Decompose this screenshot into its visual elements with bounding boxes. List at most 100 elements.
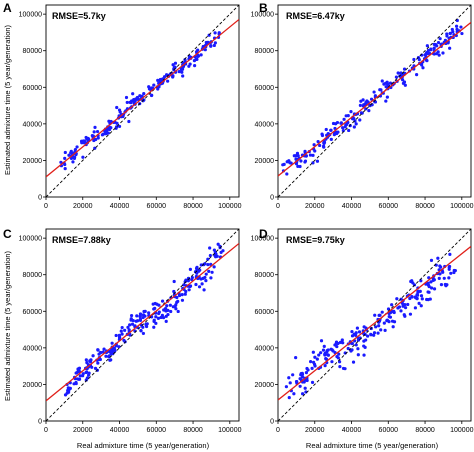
data-point — [204, 279, 208, 283]
data-point — [204, 272, 208, 276]
data-point — [420, 297, 424, 301]
panel-letter: B — [259, 1, 268, 15]
data-point — [85, 376, 89, 380]
x-tick-label: 80000 — [183, 203, 203, 210]
data-point — [452, 268, 456, 273]
data-point — [109, 358, 113, 362]
data-point — [173, 61, 178, 65]
data-point — [209, 44, 213, 48]
data-point — [96, 136, 100, 140]
data-point — [380, 310, 384, 314]
data-point — [157, 303, 161, 307]
data-point — [131, 92, 135, 96]
data-point — [417, 301, 421, 306]
data-point — [281, 163, 285, 167]
data-point — [74, 371, 78, 375]
y-tick-label: 60000 — [23, 309, 43, 316]
data-point — [334, 122, 338, 126]
data-point — [358, 103, 362, 107]
y-tick-label: 0 — [270, 195, 274, 202]
data-point — [206, 40, 210, 44]
data-point — [117, 124, 122, 129]
rmse-annotation: RMSE=6.47ky — [286, 11, 345, 21]
rmse-annotation: RMSE=5.7ky — [52, 11, 106, 21]
x-tick-label: 60000 — [147, 427, 167, 434]
data-point — [291, 373, 295, 377]
data-point — [312, 143, 316, 147]
data-point — [362, 353, 366, 357]
data-point — [383, 328, 387, 332]
y-tick-label: 20000 — [255, 382, 275, 389]
data-point — [356, 353, 360, 357]
data-point — [401, 81, 406, 85]
data-point — [392, 320, 397, 324]
data-point — [96, 361, 100, 365]
x-tick-label: 60000 — [379, 203, 399, 210]
data-point — [139, 329, 143, 333]
data-point — [432, 278, 436, 282]
data-point — [326, 348, 330, 352]
data-point — [66, 390, 71, 394]
data-point — [169, 309, 173, 314]
identity-line — [278, 229, 471, 421]
identity-line — [278, 5, 471, 197]
data-point — [194, 57, 198, 61]
data-point — [429, 47, 433, 51]
data-point — [305, 378, 309, 383]
data-point — [287, 376, 291, 380]
data-point — [171, 63, 175, 67]
data-point — [287, 159, 291, 163]
data-point — [88, 359, 92, 363]
data-point — [455, 27, 459, 31]
y-tick-label: 20000 — [255, 158, 275, 165]
x-tick-label: 20000 — [73, 427, 93, 434]
data-point — [136, 319, 140, 323]
data-point — [123, 328, 127, 332]
data-point — [177, 70, 181, 74]
data-point — [117, 335, 122, 339]
data-point — [161, 316, 166, 320]
data-point — [152, 307, 156, 311]
y-axis-label-top: Estimated admixture time (5 year/generat… — [3, 24, 12, 175]
x-axis-ticks: 0 20000 40000 60000 80000 100000 — [44, 421, 242, 434]
y-tick-label: 20000 — [23, 382, 43, 389]
data-point — [320, 132, 324, 136]
y-tick-label: 20000 — [23, 158, 43, 165]
regression-line — [46, 18, 239, 178]
data-point — [356, 347, 360, 351]
data-point — [353, 119, 357, 123]
data-point — [115, 105, 119, 110]
data-point — [117, 345, 121, 349]
data-point — [445, 32, 449, 36]
data-point — [408, 296, 412, 301]
data-point — [212, 248, 216, 252]
data-point — [77, 377, 82, 381]
data-point — [200, 282, 204, 286]
data-point — [439, 283, 444, 287]
plot-area — [278, 5, 471, 197]
panel-c: C RMSE=7.88ky 0 20000 40000 60000 80000 10000… — [3, 227, 242, 434]
data-point — [436, 256, 440, 260]
data-point — [201, 276, 205, 280]
data-point — [111, 352, 115, 356]
data-point — [203, 262, 207, 266]
data-point — [302, 380, 306, 384]
data-point — [340, 338, 344, 342]
data-point — [400, 78, 405, 82]
data-point — [141, 331, 146, 336]
data-point — [313, 364, 317, 368]
rmse-annotation: RMSE=9.75ky — [286, 235, 345, 245]
data-point — [130, 322, 135, 326]
data-point — [81, 155, 85, 159]
data-point — [324, 357, 328, 361]
x-tick-label: 0 — [44, 203, 48, 210]
data-point — [395, 297, 399, 301]
data-point — [85, 361, 89, 365]
data-point — [105, 128, 109, 132]
x-axis-ticks: 0 20000 40000 60000 80000 100000 — [276, 421, 474, 434]
data-point — [69, 151, 73, 155]
data-point — [417, 58, 421, 62]
data-point — [113, 348, 117, 352]
data-point — [369, 333, 373, 337]
data-point — [172, 279, 176, 284]
